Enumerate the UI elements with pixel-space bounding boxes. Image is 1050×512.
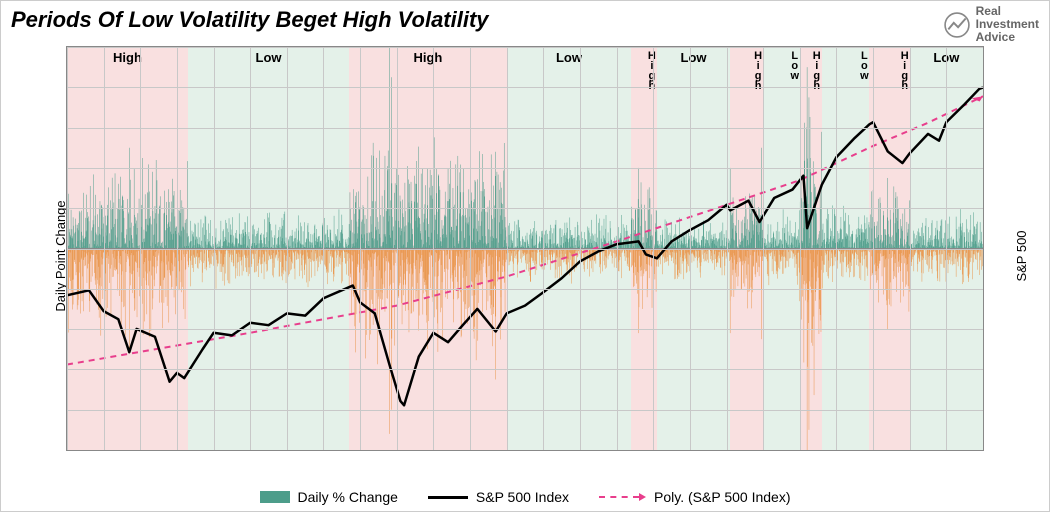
period-label-low: Low (507, 50, 632, 65)
grid-v (910, 47, 911, 450)
period-label-low: Low (763, 50, 800, 80)
grid-h (67, 289, 983, 290)
legend-swatch-bars (260, 491, 290, 503)
grid-v (800, 47, 801, 450)
y-axis-right-label: S&P 500 (1014, 230, 1029, 281)
grid-h (67, 450, 983, 451)
grid-v (690, 47, 691, 450)
grid-v (214, 47, 215, 450)
period-label-low: Low (657, 50, 730, 65)
grid-v (946, 47, 947, 450)
grid-v (873, 47, 874, 450)
grid-v (397, 47, 398, 450)
legend-item-trend: Poly. (S&P 500 Index) (599, 489, 790, 505)
grid-v (323, 47, 324, 450)
grid-v (470, 47, 471, 450)
grid-v (177, 47, 178, 450)
legend-swatch-line (428, 496, 468, 499)
period-label-high: High (800, 50, 822, 90)
period-label-low: Low (822, 50, 870, 80)
grid-v (580, 47, 581, 450)
daily-change-neg-bars (67, 249, 983, 451)
grid-h (67, 369, 983, 370)
legend-swatch-trend (599, 496, 639, 498)
period-label-high: High (730, 50, 763, 90)
grid-v (617, 47, 618, 450)
legend-label-bars: Daily % Change (298, 489, 398, 505)
logo: Real Investment Advice (944, 5, 1039, 45)
grid-v (433, 47, 434, 450)
grid-v (250, 47, 251, 450)
grid-h (67, 47, 983, 48)
grid-v (287, 47, 288, 450)
period-label-high: High (67, 50, 188, 65)
grid-v (543, 47, 544, 450)
chart-title: Periods Of Low Volatility Beget High Vol… (11, 7, 489, 33)
legend-label-trend: Poly. (S&P 500 Index) (654, 489, 790, 505)
grid-v (983, 47, 984, 450)
grid-h (67, 128, 983, 129)
legend-item-line: S&P 500 Index (428, 489, 569, 505)
grid-h (67, 410, 983, 411)
grid-v (763, 47, 764, 450)
plot-area: HighLowHighLowHighLowHighLowHighLowHighL… (66, 46, 984, 451)
grid-v (104, 47, 105, 450)
grid-v (653, 47, 654, 450)
grid-h (67, 208, 983, 209)
grid-h (67, 329, 983, 330)
logo-line3: Advice (976, 31, 1039, 44)
legend: Daily % Change S&P 500 Index Poly. (S&P … (1, 489, 1049, 505)
grid-v (836, 47, 837, 450)
chart-container: Periods Of Low Volatility Beget High Vol… (0, 0, 1050, 512)
grid-h (67, 168, 983, 169)
grid-v (360, 47, 361, 450)
logo-text: Real Investment Advice (976, 5, 1039, 45)
legend-item-bars: Daily % Change (260, 489, 398, 505)
grid-v (507, 47, 508, 450)
period-label-high: High (869, 50, 909, 90)
grid-h (67, 87, 983, 88)
period-label-high: High (349, 50, 507, 65)
logo-icon (944, 12, 970, 38)
grid-v (67, 47, 68, 450)
grid-v (727, 47, 728, 450)
grid-h (67, 249, 983, 250)
grid-v (140, 47, 141, 450)
legend-trend-arrow-icon (639, 493, 646, 501)
legend-label-line: S&P 500 Index (476, 489, 569, 505)
period-label-low: Low (188, 50, 349, 65)
